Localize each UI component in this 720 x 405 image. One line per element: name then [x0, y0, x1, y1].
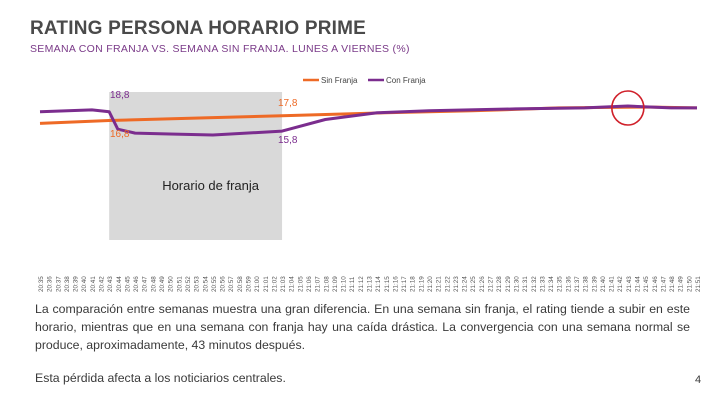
x-tick-label: 21:45 [643, 276, 650, 292]
x-tick-label: 21:34 [548, 276, 555, 292]
data-label-1: 17,8 [278, 98, 298, 109]
x-tick-label: 21:42 [617, 276, 624, 292]
x-tick-label: 20:51 [176, 276, 183, 292]
x-tick-label: 21:30 [513, 276, 520, 292]
data-label-3: 15,8 [278, 135, 298, 146]
x-tick-label: 20:58 [237, 276, 244, 292]
x-tick-label: 21:32 [531, 276, 538, 292]
analysis-paragraph: La comparación entre semanas muestra una… [35, 302, 690, 352]
x-tick-label: 21:41 [609, 276, 616, 292]
x-tick-label: 21:14 [375, 276, 382, 292]
franja-highlight-band [109, 92, 283, 240]
x-tick-label: 20:47 [142, 276, 149, 292]
x-tick-label: 21:29 [505, 276, 512, 292]
x-tick-label: 21:44 [634, 276, 641, 292]
x-tick-label: 21:49 [678, 276, 685, 292]
x-tick-label: 21:51 [695, 276, 702, 292]
x-tick-label: 21:22 [444, 276, 451, 292]
x-tick-label: 20:36 [47, 276, 54, 292]
legend-label-1: Con Franja [386, 76, 426, 85]
convergence-circle [611, 90, 645, 126]
page-number: 4 [695, 374, 702, 386]
page-title: RATING PERSONA HORARIO PRIME [30, 18, 367, 39]
x-tick-label: 20:40 [81, 276, 88, 292]
x-tick-label: 20:43 [107, 276, 114, 292]
franja-highlight-label: Horario de franja [162, 178, 260, 193]
rating-line-chart: Horario de franja Sin Franja Con Franja 18,… [38, 76, 702, 292]
x-tick-label: 21:13 [367, 276, 374, 292]
x-tick-label: 21:33 [539, 276, 546, 292]
x-tick-label: 21:36 [565, 276, 572, 292]
x-tick-label: 21:48 [669, 276, 676, 292]
x-tick-label: 20:49 [159, 276, 166, 292]
x-tick-label: 21:02 [271, 276, 278, 292]
x-tick-label: 21:37 [574, 276, 581, 292]
x-tick-label: 20:44 [116, 276, 123, 292]
x-tick-label: 21:35 [557, 276, 564, 292]
x-tick-label: 21:17 [401, 276, 408, 292]
x-tick-label: 20:56 [220, 276, 227, 292]
x-tick-label: 20:37 [55, 276, 62, 292]
x-tick-label: 21:39 [591, 276, 598, 292]
x-tick-label: 21:43 [626, 276, 633, 292]
x-tick-label: 20:39 [73, 276, 80, 292]
x-tick-label: 20:55 [211, 276, 218, 292]
x-tick-label: 20:41 [90, 276, 97, 292]
data-label-0: 18,8 [110, 90, 130, 101]
x-tick-label: 21:03 [280, 276, 287, 292]
x-tick-label: 20:42 [99, 276, 106, 292]
x-tick-label: 21:09 [332, 276, 339, 292]
x-tick-label: 21:25 [470, 276, 477, 292]
x-tick-label: 20:50 [168, 276, 175, 292]
x-tick-label: 21:46 [652, 276, 659, 292]
analysis-note: Esta pérdida afecta a los noticiarios ce… [35, 371, 286, 385]
page-subtitle: SEMANA CON FRANJA VS. SEMANA SIN FRANJA.… [30, 43, 410, 55]
x-tick-label: 21:04 [289, 276, 296, 292]
x-tick-label: 21:18 [410, 276, 417, 292]
data-label-2: 16,8 [110, 129, 130, 140]
x-tick-label: 21:47 [660, 276, 667, 292]
x-tick-label: 21:28 [496, 276, 503, 292]
x-tick-label: 21:40 [600, 276, 607, 292]
x-tick-label: 21:16 [392, 276, 399, 292]
x-tick-label: 20:48 [150, 276, 157, 292]
x-tick-label: 20:35 [38, 276, 45, 292]
x-tick-label: 21:11 [349, 276, 356, 292]
series-line-1 [39, 104, 697, 137]
x-tick-label: 21:21 [436, 276, 443, 292]
x-tick-label: 21:12 [358, 276, 365, 292]
x-tick-label: 21:50 [686, 276, 693, 292]
x-tick-label: 20:45 [124, 276, 131, 292]
x-tick-label: 21:38 [583, 276, 590, 292]
x-tick-label: 21:05 [297, 276, 304, 292]
x-tick-label: 21:27 [488, 276, 495, 292]
x-tick-label: 20:52 [185, 276, 192, 292]
x-tick-label: 20:53 [194, 276, 201, 292]
x-tick-label: 21:06 [306, 276, 313, 292]
x-tick-label: 21:19 [418, 276, 425, 292]
x-tick-label: 21:23 [453, 276, 460, 292]
x-tick-label: 21:07 [315, 276, 322, 292]
x-tick-label: 21:15 [384, 276, 391, 292]
x-tick-label: 21:10 [341, 276, 348, 292]
x-tick-label: 21:01 [263, 276, 270, 292]
legend-label-0: Sin Franja [321, 76, 358, 85]
x-tick-label: 21:00 [254, 276, 261, 292]
x-tick-label: 21:08 [323, 276, 330, 292]
x-tick-label: 20:38 [64, 276, 71, 292]
x-tick-label: 21:26 [479, 276, 486, 292]
x-tick-label: 21:31 [522, 276, 529, 292]
x-tick-label: 20:57 [228, 276, 235, 292]
x-tick-label: 20:59 [245, 276, 252, 292]
x-tick-label: 21:24 [462, 276, 469, 292]
x-tick-label: 20:46 [133, 276, 140, 292]
x-tick-label: 21:20 [427, 276, 434, 292]
x-tick-label: 20:54 [202, 276, 209, 292]
